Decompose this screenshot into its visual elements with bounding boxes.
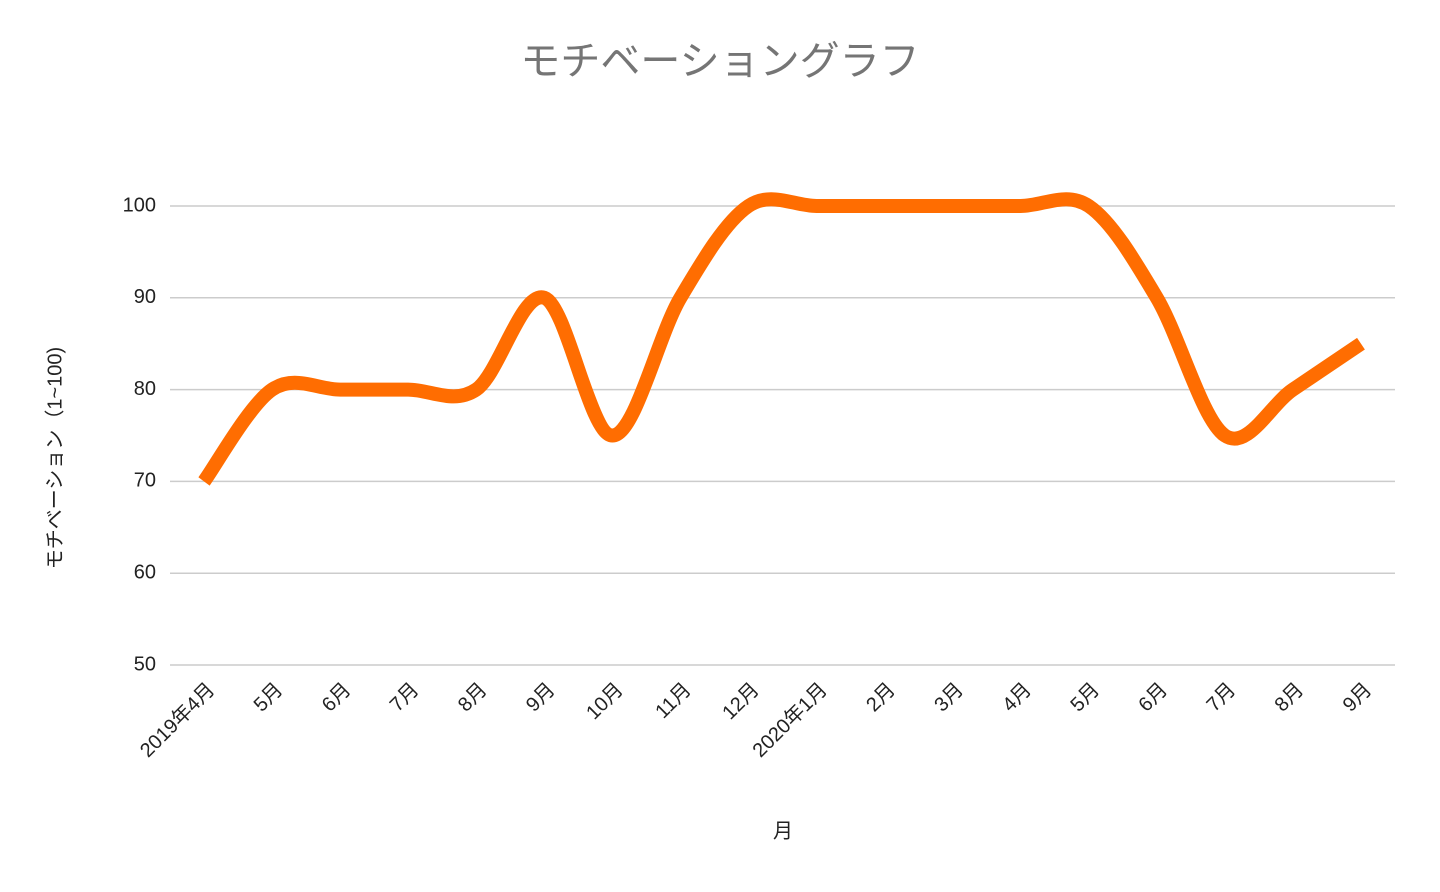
x-tick-label: 3月 (930, 679, 968, 717)
x-tick-label: 5月 (250, 679, 288, 717)
y-axis-label: モチベーション（1~100) (43, 347, 66, 569)
x-tick-label: 4月 (998, 679, 1036, 717)
x-tick-label: 8月 (454, 679, 492, 717)
x-tick-label: 9月 (1339, 679, 1377, 717)
chart-title: モチベーショングラフ (520, 40, 919, 84)
y-tick-label: 50 (134, 653, 156, 675)
x-tick-label: 11月 (651, 679, 695, 723)
y-tick-label: 90 (134, 286, 156, 308)
y-tick-label: 80 (134, 378, 156, 400)
x-tick-label: 9月 (522, 679, 560, 717)
x-tick-label: 2019年4月 (135, 678, 219, 762)
x-tick-label: 6月 (1135, 679, 1173, 717)
x-tick-label: 7月 (386, 679, 424, 717)
x-tick-label: 5月 (1066, 679, 1104, 717)
y-tick-label: 60 (134, 561, 156, 583)
x-tick-label: 2020年1月 (748, 678, 832, 762)
x-axis-label: 月 (773, 820, 793, 842)
x-tick-label: 8月 (1271, 679, 1309, 717)
series-line (198, 192, 1365, 486)
x-tick-label: 2月 (862, 679, 900, 717)
y-tick-label: 100 (123, 194, 156, 216)
x-tick-label: 10月 (582, 679, 627, 724)
x-tick-label: 12月 (718, 679, 763, 724)
x-tick-label: 7月 (1203, 679, 1241, 717)
x-tick-label: 6月 (318, 679, 356, 717)
y-tick-label: 70 (134, 470, 156, 492)
